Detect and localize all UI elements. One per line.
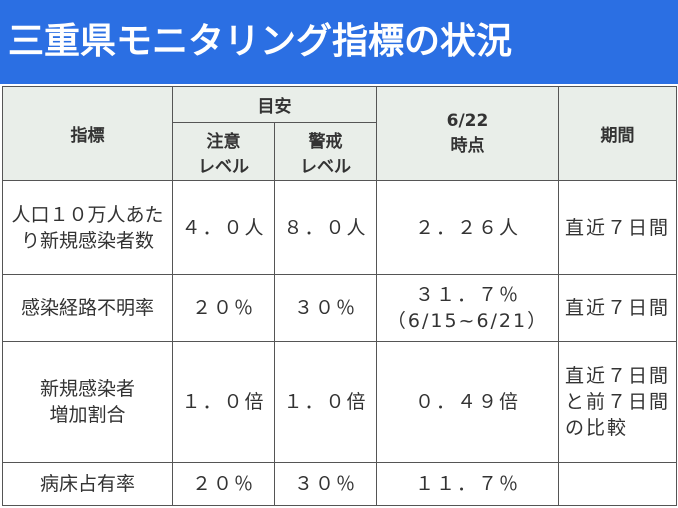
table-row: 人口１０万人あたり新規感染者数 ４．０人 ８．０人 ２．２６人 直近７日間 [2, 180, 677, 275]
table-cell: ８．０人 [274, 180, 377, 275]
table-cell: ２０％ [172, 274, 275, 342]
header-cell: 6/22 時点 [376, 86, 559, 181]
table-cell: 病床占有率 [2, 462, 173, 506]
table-cell: 新規感染者 増加割合 [2, 341, 173, 463]
header-cell: 期間 [558, 86, 677, 181]
table-row: 感染経路不明率 ２０％ ３０％ ３１．７％ （6/15~6/21） 直近７日間 [2, 274, 677, 342]
table-cell: ２０％ [172, 462, 275, 506]
table-cell: １．０倍 [274, 341, 377, 463]
table-cell: 感染経路不明率 [2, 274, 173, 342]
table-cell: ３０％ [274, 274, 377, 342]
table-cell: ０．４９倍 [376, 341, 559, 463]
header-cell: 指標 [2, 86, 173, 181]
table-cell: １．０倍 [172, 341, 275, 463]
title-bar: 三重県モニタリング指標の状況 [0, 0, 678, 84]
table-cell: 人口１０万人あたり新規感染者数 [2, 180, 173, 275]
header-cell: 目安 [172, 86, 377, 123]
table-cell: １１．７％ [376, 462, 559, 506]
period-cell: 直近７日間と前７日間の比較 [558, 341, 677, 463]
table-cell: ２．２６人 [376, 180, 559, 275]
table-body: 人口１０万人あたり新規感染者数 ４．０人 ８．０人 ２．２６人 直近７日間 感染経路不明率… [2, 180, 677, 506]
table-row: 新規感染者 増加割合 １．０倍 １．０倍 ０．４９倍 直近７日間と前７日間の比較 [2, 341, 677, 463]
period-cell: 直近７日間 [558, 180, 677, 275]
period-cell: 直近７日間 [558, 274, 677, 342]
table-cell: ４．０人 [172, 180, 275, 275]
header-cell: 警戒 レベル [274, 122, 377, 181]
period-cell [558, 462, 677, 506]
table-row: 病床占有率 ２０％ ３０％ １１．７％ [2, 462, 677, 506]
indicator-table: 指標 目安 6/22 時点 期間 注意 レベル 警戒 レベル 人口１０万人あたり… [2, 86, 677, 506]
header-cell: 注意 レベル [172, 122, 275, 181]
table-cell: ３１．７％ （6/15~6/21） [376, 274, 559, 342]
table-cell: ３０％ [274, 462, 377, 506]
